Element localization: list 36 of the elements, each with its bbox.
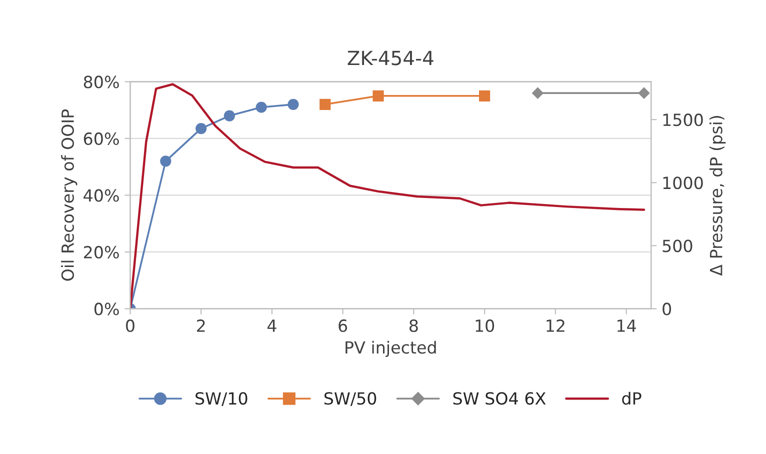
y-tick-label: 40%: [84, 189, 119, 202]
point: [479, 90, 490, 102]
point: [160, 156, 172, 167]
point: [320, 98, 331, 110]
x-tick-label: 2: [197, 319, 205, 332]
point: [288, 98, 299, 110]
y2-tick-label: 1000: [663, 176, 703, 190]
x-axis-title: PV injected: [346, 340, 436, 357]
x-tick-label: 6: [338, 319, 348, 332]
legend-label: SW/10: [196, 392, 248, 406]
y2-tick-label: 1500: [663, 114, 703, 126]
y-tick-label: 0%: [94, 302, 119, 316]
y2-tick-label: 500: [662, 240, 692, 252]
legend-label: SW SO4 6X: [453, 392, 546, 405]
y2-tick-label: 0: [662, 302, 672, 316]
chart-title: ZK-454-4: [348, 50, 434, 66]
point: [256, 102, 267, 113]
legend-label: dP: [622, 392, 642, 405]
point: [196, 122, 207, 134]
point: [224, 110, 235, 122]
x-tick-label: 4: [267, 320, 276, 332]
y-tick-label: 60%: [84, 132, 119, 146]
line-series: [130, 83, 646, 309]
y-axis-title: Oil Recovery of OOIP: [61, 109, 78, 281]
point: [532, 87, 544, 99]
point: [638, 87, 650, 99]
y-tick-label: 80%: [84, 76, 119, 88]
x-tick-label: 12: [546, 319, 564, 332]
point: [372, 90, 384, 102]
x-tick-label: 14: [618, 320, 636, 332]
y-tick-label: 20%: [84, 246, 119, 259]
y2-axis-title: Δ Pressure, dP (psi): [709, 116, 726, 276]
x-tick-label: 0: [126, 319, 134, 332]
x-tick-label: 8: [410, 319, 418, 332]
legend-label: SW/50: [324, 392, 376, 406]
x-tick-label: 10: [476, 319, 494, 332]
